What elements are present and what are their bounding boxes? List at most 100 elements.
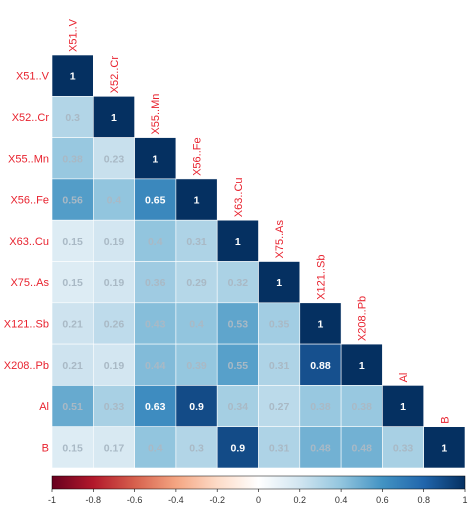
colorbar-tick-label: 0.8 bbox=[417, 495, 430, 505]
cell-value-label: 0.48 bbox=[352, 442, 373, 454]
heatmap-cell bbox=[175, 261, 218, 304]
cell-value-label: 0.27 bbox=[269, 401, 290, 413]
heatmap-cell bbox=[175, 178, 218, 221]
heatmap-cell bbox=[258, 302, 301, 345]
cell-value-label: 0.19 bbox=[104, 360, 125, 372]
cell-value-label: 0.31 bbox=[186, 236, 207, 248]
column-label: X56..Fe bbox=[192, 137, 204, 176]
colorbar-tick-label: 1 bbox=[462, 495, 467, 505]
cell-value-label: 0.4 bbox=[189, 318, 204, 330]
heatmap-cell bbox=[134, 426, 177, 469]
cell-value-label: 0.19 bbox=[104, 236, 125, 248]
cell-value-label: 0.38 bbox=[310, 401, 331, 413]
cell-value-label: 1 bbox=[70, 71, 76, 83]
heatmap-cell bbox=[340, 426, 383, 469]
heatmap-cell bbox=[175, 426, 218, 469]
cell-value-label: 0.32 bbox=[228, 277, 249, 289]
heatmap-cell bbox=[175, 302, 218, 345]
cell-value-label: 0.63 bbox=[145, 401, 166, 413]
cell-value-label: 0.4 bbox=[148, 442, 163, 454]
heatmap-cell bbox=[216, 261, 259, 304]
cell-value-label: 0.23 bbox=[104, 153, 125, 165]
row-label: B bbox=[42, 442, 49, 454]
heatmap-cell bbox=[51, 385, 94, 427]
cell-value-label: 0.15 bbox=[62, 236, 83, 248]
heatmap-cell bbox=[134, 385, 177, 427]
row-label: X121..Sb bbox=[4, 318, 49, 330]
cell-value-label: 0.38 bbox=[62, 153, 83, 165]
heatmap-cell bbox=[216, 426, 259, 469]
cell-value-label: 0.31 bbox=[269, 360, 290, 372]
colorbar-tick-label: 0.4 bbox=[335, 495, 348, 505]
heatmap-cell bbox=[51, 96, 94, 138]
row-label: X56..Fe bbox=[10, 195, 49, 207]
row-label: X75..As bbox=[10, 277, 49, 289]
heatmap-cell bbox=[340, 343, 383, 386]
cell-value-label: 1 bbox=[111, 112, 117, 124]
colorbar-tick-label: 0.2 bbox=[294, 495, 307, 505]
column-label: X208..Pb bbox=[357, 296, 369, 341]
cell-value-label: 0.4 bbox=[148, 236, 163, 248]
cell-value-label: 0.56 bbox=[62, 195, 83, 207]
row-label: X52..Cr bbox=[12, 112, 50, 124]
row-labels: X51..V X52..Cr X55..Mn X56..Fe X63..Cu X75..A… bbox=[4, 71, 50, 455]
cell-value-label: 0.21 bbox=[62, 318, 83, 330]
row-label: X208..Pb bbox=[4, 360, 49, 372]
colorbar-tick-label: 0 bbox=[256, 495, 261, 505]
cell-value-label: 0.3 bbox=[65, 112, 80, 124]
row-label: Al bbox=[39, 401, 49, 413]
heatmap-cell bbox=[299, 385, 342, 427]
heatmap-cell bbox=[258, 426, 301, 469]
colorbar-gradient bbox=[51, 475, 466, 490]
cell-value-label: 0.31 bbox=[269, 442, 290, 454]
colorbar-tick-label: -0.4 bbox=[168, 495, 184, 505]
cell-value-label: 0.26 bbox=[104, 318, 125, 330]
cell-value-label: 1 bbox=[318, 318, 324, 330]
cell-value-label: 0.15 bbox=[62, 277, 83, 289]
heatmap-cell bbox=[134, 343, 177, 386]
cell-value-label: 0.9 bbox=[231, 442, 246, 454]
cell-value-label: 0.3 bbox=[189, 442, 204, 454]
heatmap-cell bbox=[51, 137, 94, 180]
row-label: X51..V bbox=[16, 71, 50, 83]
heatmap-cell bbox=[216, 219, 259, 262]
heatmap-cell bbox=[93, 96, 135, 138]
colorbar-tick-label: -0.8 bbox=[86, 495, 102, 505]
column-label: X51..V bbox=[68, 18, 80, 52]
cell-value-label: 0.51 bbox=[62, 401, 83, 413]
heatmap-cell bbox=[93, 178, 135, 221]
cell-value-label: 0.29 bbox=[186, 277, 207, 289]
row-label: X55..Mn bbox=[8, 153, 49, 165]
column-labels: X51..V X52..Cr X55..Mn X56..Fe X63..Cu X75..A… bbox=[68, 18, 452, 423]
heatmap-cell bbox=[93, 219, 135, 262]
colorbar-tick-label: -0.2 bbox=[209, 495, 225, 505]
heatmap-cell bbox=[51, 426, 94, 469]
cell-value-label: 0.17 bbox=[104, 442, 125, 454]
heatmap-cell bbox=[93, 426, 135, 469]
cell-value-label: 1 bbox=[359, 360, 365, 372]
column-label: B bbox=[439, 416, 451, 423]
cell-value-label: 0.33 bbox=[104, 401, 125, 413]
heatmap-cell bbox=[51, 302, 94, 345]
heatmap-cell bbox=[423, 426, 466, 469]
heatmap-cell bbox=[93, 261, 135, 304]
column-label: X75..As bbox=[274, 219, 286, 258]
cell-value-label: 0.53 bbox=[228, 318, 249, 330]
cell-value-label: 0.48 bbox=[310, 442, 331, 454]
heatmap-cell bbox=[175, 219, 218, 262]
cell-value-label: 0.33 bbox=[393, 442, 414, 454]
colorbar-tick-label: -0.6 bbox=[127, 495, 143, 505]
cell-value-label: 0.55 bbox=[228, 360, 249, 372]
colorbar-tick-label: -1 bbox=[48, 495, 56, 505]
cell-value-label: 0.88 bbox=[310, 360, 331, 372]
heatmap-cell bbox=[134, 261, 177, 304]
colorbar: -1 -0.8 -0.6 -0.4 -0.2 0 0.2 0.4 0.6 0.8 1 bbox=[48, 475, 468, 505]
column-label: X121..Sb bbox=[315, 255, 327, 300]
heatmap-cell bbox=[382, 385, 424, 427]
cell-value-label: 1 bbox=[276, 277, 282, 289]
column-label: Al bbox=[398, 373, 410, 383]
heatmap-cell bbox=[134, 137, 177, 180]
cell-value-label: 1 bbox=[235, 236, 241, 248]
cell-value-label: 1 bbox=[441, 442, 447, 454]
cell-value-label: 1 bbox=[400, 401, 406, 413]
